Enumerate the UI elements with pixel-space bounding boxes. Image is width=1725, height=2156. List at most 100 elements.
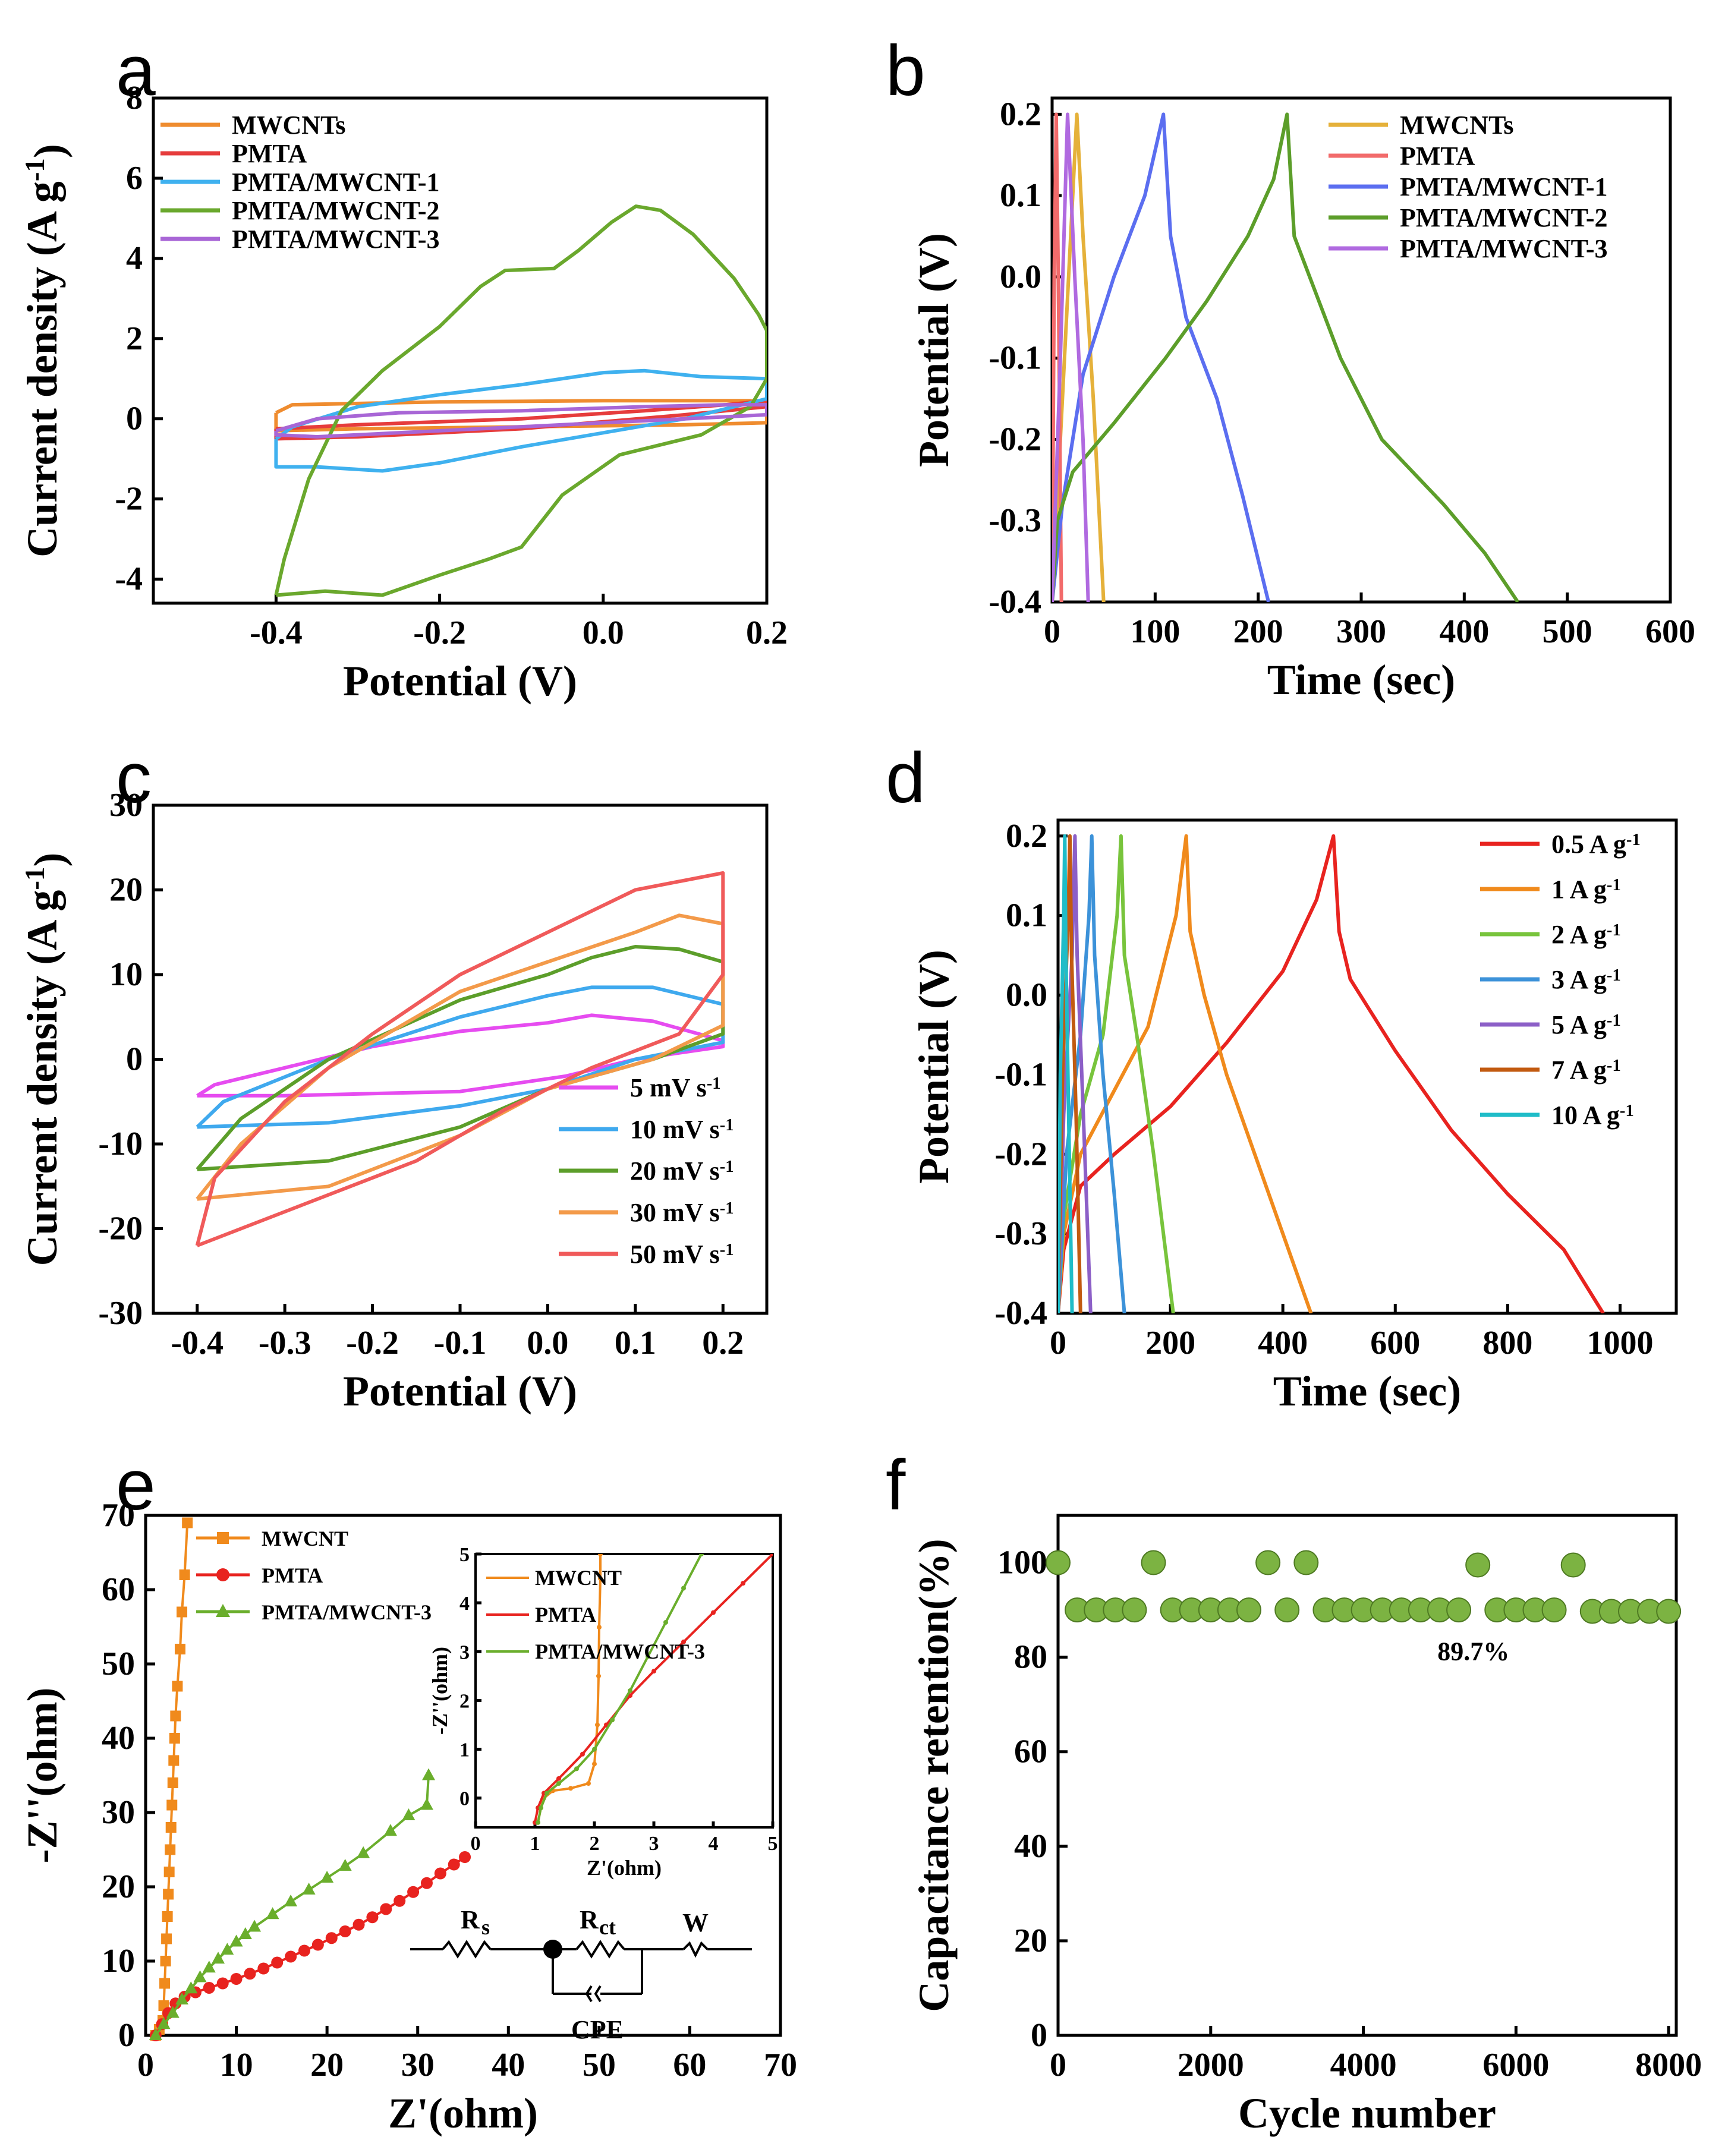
data-point-e bbox=[163, 1889, 174, 1900]
y-tick-label-b: 0.2 bbox=[1000, 96, 1041, 133]
y-tick-label-a: 8 bbox=[126, 80, 143, 116]
panel-letter-e: e bbox=[116, 1445, 156, 1525]
legend-label-c-sup: -1 bbox=[707, 1074, 721, 1093]
legend-label-d-sup: -1 bbox=[1607, 966, 1621, 985]
legend-label-c: 5 mV s-1 bbox=[630, 1073, 721, 1102]
x-tick-label-d: 800 bbox=[1482, 1325, 1532, 1361]
data-point-e bbox=[448, 1858, 460, 1871]
data-point-e bbox=[459, 1851, 471, 1863]
data-point-f bbox=[1465, 1552, 1491, 1578]
legend-label-d: 5 A g-1 bbox=[1551, 1010, 1621, 1039]
rct-label: R bbox=[580, 1905, 599, 1934]
x-tick-label-f: 4000 bbox=[1330, 2047, 1397, 2083]
data-point-e bbox=[257, 1962, 270, 1975]
y-tick-label-f: 60 bbox=[1014, 1733, 1047, 1770]
x-tick-label-c: -0.2 bbox=[346, 1325, 399, 1361]
legend-label-d-sup: -1 bbox=[1607, 921, 1621, 940]
y-tick-label-c: -20 bbox=[98, 1211, 143, 1247]
data-point-f bbox=[1446, 1597, 1472, 1623]
data-point-e bbox=[325, 1932, 338, 1944]
inset-y-tick-label: 1 bbox=[459, 1739, 470, 1761]
y-tick-label-b: -0.1 bbox=[989, 340, 1041, 377]
panel-b: b 0 100 200 300 400 500 600 -0.4 -0.3 -0.2 -0.1 0.0 0… bbox=[886, 31, 1695, 704]
legend-label-d-sup: -1 bbox=[1607, 1011, 1621, 1030]
data-point-e bbox=[159, 1978, 171, 1989]
series-line-d-2 bbox=[1058, 834, 1175, 1313]
x-tick-label-d: 0 bbox=[1050, 1325, 1066, 1361]
panel-letter-b: b bbox=[886, 31, 926, 111]
y-tick-label-c: 10 bbox=[109, 956, 143, 993]
inset-point bbox=[568, 1786, 573, 1791]
data-point-e bbox=[230, 1973, 243, 1985]
legend-label-d: 1 A g-1 bbox=[1551, 875, 1621, 904]
rs-resistor bbox=[442, 1940, 492, 1959]
x-axis-label-a: Potential (V) bbox=[343, 657, 577, 705]
x-tick-label-d: 400 bbox=[1258, 1325, 1308, 1361]
y-axis-label-c-end: ) bbox=[25, 853, 73, 867]
data-point-e bbox=[420, 1798, 433, 1810]
legend-label-d-base: 3 A g bbox=[1551, 965, 1607, 994]
y-axis-label-e: -Z''(ohm) bbox=[18, 1688, 66, 1864]
panel-letter-c: c bbox=[116, 738, 152, 818]
data-point-e bbox=[338, 1859, 352, 1871]
y-axis-label-a-sup: -1 bbox=[20, 158, 51, 181]
data-point-e bbox=[170, 1710, 181, 1722]
x-tick-label-a: 0.2 bbox=[746, 614, 788, 651]
x-tick-label-c: -0.4 bbox=[171, 1325, 224, 1361]
data-point-e bbox=[163, 1867, 175, 1877]
data-point-e bbox=[166, 2006, 180, 2018]
x-tick-label-e: 40 bbox=[492, 2047, 525, 2083]
data-point-e bbox=[298, 1944, 310, 1957]
y-axis-label-c-sup: -1 bbox=[20, 867, 51, 890]
panel-letter-d: d bbox=[886, 738, 926, 818]
inset-y-label: -Z''(ohm) bbox=[428, 1647, 452, 1735]
y-tick-label-e: 20 bbox=[102, 1868, 135, 1905]
data-point-f bbox=[1560, 1552, 1586, 1578]
x-tick-label-c: 0.0 bbox=[527, 1325, 568, 1361]
y-tick-label-e: 50 bbox=[102, 1646, 135, 1682]
inset-series-2 bbox=[537, 1554, 703, 1823]
y-tick-label-b: -0.2 bbox=[989, 421, 1041, 458]
y-axis-label-b: Potential (V) bbox=[910, 233, 958, 467]
inset-x-tick-label: 4 bbox=[709, 1833, 719, 1855]
series-line-b-0 bbox=[1052, 112, 1106, 602]
inset-point bbox=[556, 1781, 561, 1786]
data-point-e bbox=[168, 1755, 180, 1766]
series-line-c-4 bbox=[195, 871, 725, 1247]
inset-y-tick-label: 5 bbox=[459, 1544, 470, 1566]
inset-y-tick-label: 3 bbox=[459, 1641, 470, 1663]
inset-point bbox=[556, 1776, 561, 1781]
y-tick-label-f: 80 bbox=[1014, 1639, 1047, 1676]
y-tick-label-b: -0.3 bbox=[989, 502, 1041, 539]
series-line-a-2 bbox=[274, 368, 767, 473]
data-point-e bbox=[212, 1952, 225, 1964]
legend-label-d-base: 2 A g bbox=[1551, 920, 1607, 949]
legend-label-a: PMTA/MWCNT-2 bbox=[232, 196, 440, 225]
y-tick-label-d: 0.2 bbox=[1006, 818, 1047, 855]
data-point-e bbox=[165, 1822, 177, 1833]
legend-marker-e bbox=[216, 1604, 230, 1617]
legend-label-d-sup: -1 bbox=[1607, 1057, 1621, 1075]
rct-label-base: R bbox=[580, 1905, 599, 1934]
data-point-e bbox=[175, 1993, 189, 2004]
inset-chart: 0 1 2 3 4 5 0 1 2 3 4 5 Z'(ohm) -Z''(ohm) MWCNT PMTA PMT… bbox=[428, 1544, 778, 1880]
data-point-e bbox=[174, 1644, 185, 1654]
data-point-e bbox=[285, 1950, 297, 1963]
inset-point bbox=[595, 1722, 600, 1728]
x-tick-label-a: -0.2 bbox=[413, 614, 466, 651]
legend-label-d: 0.5 A g-1 bbox=[1551, 830, 1641, 859]
data-point-e bbox=[193, 1970, 207, 1982]
x-tick-label-b: 200 bbox=[1233, 613, 1283, 650]
data-point-e bbox=[182, 1517, 193, 1528]
x-tick-label-a: -0.4 bbox=[250, 614, 303, 651]
legend-label-a: PMTA bbox=[232, 139, 307, 168]
legend-label-c-base: 30 mV s bbox=[630, 1198, 720, 1227]
legend-label-e: PMTA bbox=[262, 1564, 323, 1587]
legend-label-b: PMTA bbox=[1400, 141, 1475, 171]
data-point-e bbox=[352, 1918, 365, 1931]
y-tick-label-c: 30 bbox=[109, 787, 143, 824]
y-axis-label-a-base: Current density (A g bbox=[18, 181, 66, 557]
series-line-d-5 bbox=[1058, 834, 1082, 1313]
legend-label-e: MWCNT bbox=[262, 1527, 348, 1550]
